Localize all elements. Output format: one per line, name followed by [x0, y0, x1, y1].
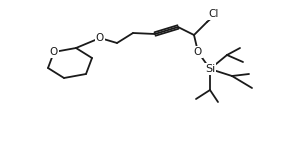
Text: O: O	[194, 47, 202, 57]
Text: O: O	[50, 47, 58, 57]
Text: Cl: Cl	[209, 9, 219, 19]
Text: Si: Si	[205, 64, 215, 74]
Text: O: O	[96, 33, 104, 43]
